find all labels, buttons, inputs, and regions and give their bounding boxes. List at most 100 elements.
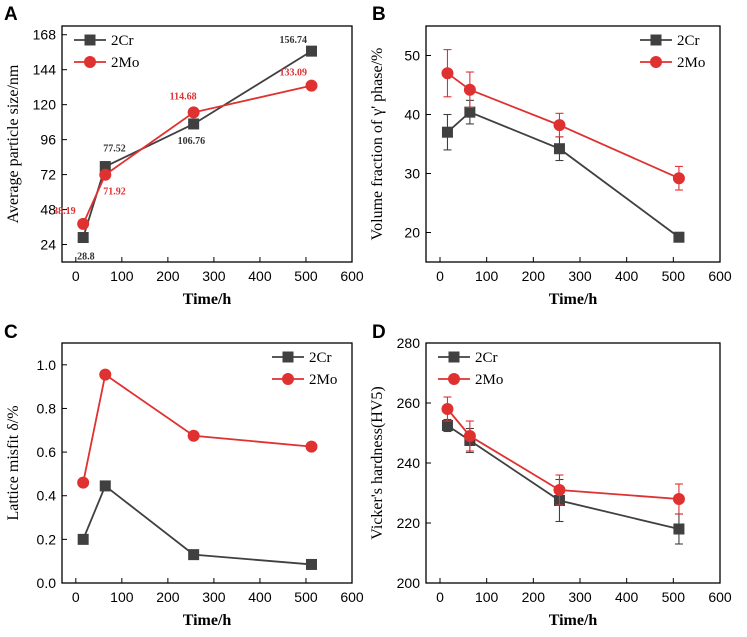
series-line-cr-d bbox=[446, 424, 680, 530]
panel-letter-b: B bbox=[372, 4, 386, 25]
legend-marker-mo-b bbox=[650, 56, 662, 68]
x-tick-label-c: 200 bbox=[156, 589, 180, 605]
data-point-mo-b bbox=[553, 119, 566, 132]
y-tick-label-b: 50 bbox=[404, 48, 420, 64]
y-tick-label-c: 0.4 bbox=[37, 488, 57, 504]
legend-marker-mo-a bbox=[84, 56, 96, 68]
data-point-cr-a bbox=[77, 232, 89, 244]
y-tick-label-c: 1.0 bbox=[37, 357, 57, 373]
x-tick-label-b: 100 bbox=[475, 268, 499, 284]
y-tick-label-a: 48 bbox=[40, 202, 56, 218]
y-tick-label-b: 20 bbox=[404, 225, 420, 241]
x-tick-label-d: 200 bbox=[522, 589, 546, 605]
x-tick-label-a: 200 bbox=[156, 268, 180, 284]
series-line-cr-b bbox=[446, 111, 680, 238]
data-point-mo-a bbox=[187, 106, 200, 119]
y-axis-title-d: Vicker's hardness(HV5) bbox=[369, 386, 386, 539]
series-line-mo-d bbox=[446, 408, 680, 500]
x-tick-label-d: 400 bbox=[615, 589, 639, 605]
legend-label-cr-c: 2Cr bbox=[309, 350, 332, 366]
x-tick-label-b: 300 bbox=[568, 268, 592, 284]
data-point-mo-b bbox=[441, 67, 454, 80]
y-tick-label-c: 0.6 bbox=[37, 444, 57, 460]
legend-label-mo-c: 2Mo bbox=[309, 372, 337, 388]
y-tick-label-d: 200 bbox=[397, 575, 421, 591]
plot-frame-d bbox=[425, 342, 721, 584]
series-line-cr-c bbox=[82, 484, 312, 566]
data-point-mo-b bbox=[463, 83, 476, 96]
y-tick-label-a: 168 bbox=[33, 27, 57, 43]
data-point-mo-b bbox=[672, 172, 685, 185]
y-tick-label-a: 120 bbox=[33, 97, 57, 113]
x-tick-label-c: 100 bbox=[110, 589, 134, 605]
data-point-mo-c bbox=[187, 429, 200, 442]
data-point-cr-d bbox=[673, 523, 685, 535]
x-axis-title-c: Time/h bbox=[183, 612, 232, 629]
data-point-cr-d bbox=[441, 420, 453, 431]
legend-label-mo-d: 2Mo bbox=[475, 372, 503, 388]
x-tick-label-d: 0 bbox=[436, 589, 444, 605]
y-tick-label-d: 280 bbox=[397, 335, 421, 351]
legend-marker-cr-c bbox=[282, 351, 294, 363]
x-tick-label-c: 500 bbox=[294, 589, 318, 605]
data-point-cr-a bbox=[99, 161, 111, 173]
plot-frame-c bbox=[61, 342, 353, 584]
data-point-mo-d bbox=[463, 430, 476, 442]
data-point-mo-a bbox=[305, 79, 318, 92]
y-tick-label-c: 0.0 bbox=[37, 575, 57, 591]
x-tick-label-a: 600 bbox=[340, 268, 364, 284]
legend-marker-mo-d bbox=[448, 373, 460, 385]
plot-frame-b bbox=[425, 25, 721, 263]
data-point-cr-b bbox=[673, 231, 685, 243]
x-tick-label-b: 600 bbox=[708, 268, 732, 284]
y-axis-title-b: Volume fraction of γ' phase/% bbox=[369, 48, 386, 241]
data-point-cr-c bbox=[99, 480, 111, 492]
data-point-cr-b bbox=[441, 126, 453, 138]
data-point-mo-c bbox=[77, 476, 90, 489]
data-point-mo-c bbox=[99, 368, 112, 381]
legend-label-cr-d: 2Cr bbox=[475, 350, 498, 366]
data-label-mo-a: 133.09 bbox=[279, 68, 307, 79]
x-tick-label-a: 500 bbox=[294, 268, 318, 284]
x-tick-label-c: 0 bbox=[72, 589, 80, 605]
y-tick-label-a: 24 bbox=[40, 237, 56, 253]
x-tick-label-b: 0 bbox=[436, 268, 444, 284]
y-tick-label-c: 0.2 bbox=[37, 531, 57, 547]
legend-label-cr-a: 2Cr bbox=[111, 33, 134, 49]
data-point-mo-d bbox=[553, 484, 566, 496]
y-tick-label-a: 144 bbox=[33, 62, 57, 78]
y-axis-title-a: Average particle size/nm bbox=[5, 64, 22, 223]
data-point-mo-d bbox=[672, 493, 685, 505]
x-tick-label-a: 100 bbox=[110, 268, 134, 284]
y-tick-label-b: 40 bbox=[404, 107, 420, 123]
y-tick-label-b: 30 bbox=[404, 166, 420, 182]
x-tick-label-c: 600 bbox=[340, 589, 364, 605]
series-line-mo-a bbox=[82, 84, 312, 225]
series-line-mo-b bbox=[446, 72, 680, 180]
y-tick-label-c: 0.8 bbox=[37, 400, 57, 416]
legend-label-mo-b: 2Mo bbox=[677, 55, 705, 71]
plot-frame-a bbox=[61, 25, 353, 263]
y-tick-label-a: 96 bbox=[40, 132, 56, 148]
x-tick-label-c: 400 bbox=[248, 589, 272, 605]
legend-label-mo-a: 2Mo bbox=[111, 55, 139, 71]
legend-label-cr-b: 2Cr bbox=[677, 33, 700, 49]
data-label-mo-a: 38.19 bbox=[53, 206, 76, 217]
legend-marker-cr-d bbox=[448, 351, 460, 363]
data-point-cr-b bbox=[553, 143, 565, 155]
x-tick-label-a: 400 bbox=[248, 268, 272, 284]
x-tick-label-d: 100 bbox=[475, 589, 499, 605]
data-label-cr-a: 106.76 bbox=[178, 136, 206, 147]
series-line-mo-c bbox=[82, 373, 312, 483]
x-axis-title-a: Time/h bbox=[183, 291, 232, 308]
panel-letter-d: D bbox=[372, 322, 386, 343]
data-point-cr-c bbox=[305, 558, 317, 570]
y-tick-label-d: 240 bbox=[397, 455, 421, 471]
data-label-cr-a: 77.52 bbox=[103, 144, 126, 155]
data-point-cr-a bbox=[305, 45, 317, 57]
y-axis-title-c: Lattice misfit δ/% bbox=[5, 405, 22, 520]
x-tick-label-b: 200 bbox=[522, 268, 546, 284]
y-tick-label-d: 260 bbox=[397, 395, 421, 411]
data-point-mo-a bbox=[99, 168, 112, 181]
